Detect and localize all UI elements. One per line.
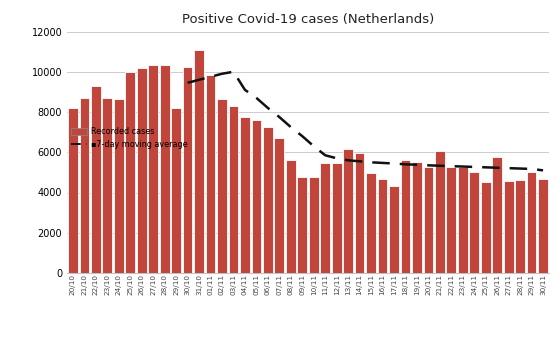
Bar (332, 163, 342, 273)
Bar (515, 181, 525, 273)
Bar (446, 167, 456, 273)
Bar (102, 98, 112, 273)
Bar (91, 86, 101, 273)
Bar (492, 157, 502, 273)
Bar (171, 108, 181, 273)
Bar (377, 180, 388, 273)
Bar (286, 160, 296, 273)
Bar (263, 127, 273, 273)
Bar (206, 75, 216, 273)
Bar (458, 167, 468, 273)
Bar (274, 138, 284, 273)
Bar (251, 120, 262, 273)
Bar (435, 151, 445, 273)
Bar (137, 68, 147, 273)
Bar (423, 167, 433, 273)
Bar (148, 65, 158, 273)
Bar (228, 106, 239, 273)
Bar (194, 50, 204, 273)
Bar (343, 149, 353, 273)
Bar (309, 177, 319, 273)
Bar (504, 181, 514, 273)
Bar (400, 160, 410, 273)
Bar (183, 67, 193, 273)
Bar (354, 153, 365, 273)
Bar (527, 173, 536, 273)
Bar (217, 99, 227, 273)
Bar (125, 72, 135, 273)
Bar (68, 108, 78, 273)
Bar (240, 117, 250, 273)
Bar (320, 163, 330, 273)
Title: Positive Covid-19 cases (Netherlands): Positive Covid-19 cases (Netherlands) (182, 13, 434, 26)
Bar (297, 177, 307, 273)
Bar (80, 98, 89, 273)
Bar (481, 182, 491, 273)
Bar (114, 99, 124, 273)
Bar (160, 65, 170, 273)
Bar (538, 180, 548, 273)
Legend: Recorded cases, ▪7-day moving average: Recorded cases, ▪7-day moving average (71, 127, 188, 148)
Bar (366, 173, 376, 273)
Bar (389, 187, 399, 273)
Bar (469, 173, 479, 273)
Bar (412, 162, 422, 273)
